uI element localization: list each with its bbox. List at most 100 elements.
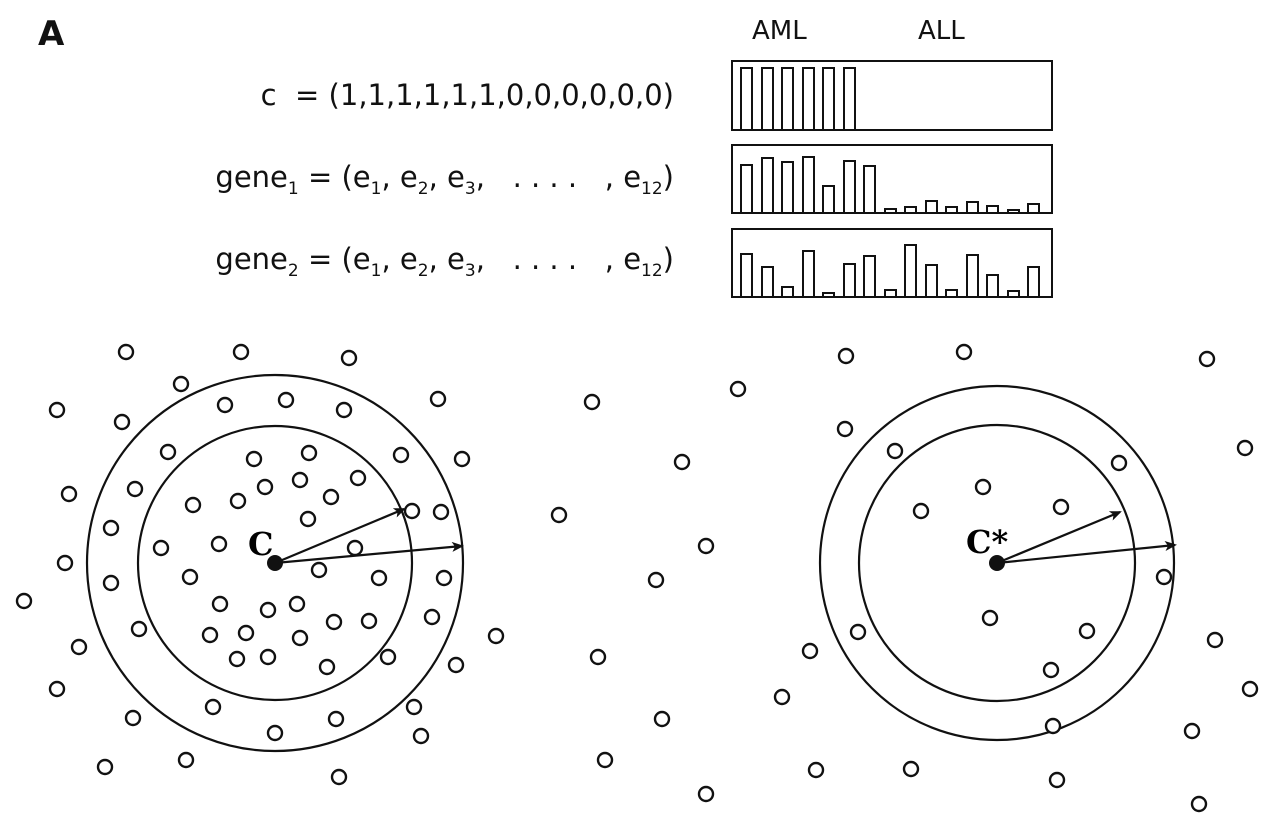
gene-point <box>1198 350 1216 368</box>
gene-point <box>583 393 601 411</box>
outer-radius-arrow <box>274 541 464 565</box>
class-vector-equation: c = (1,1,1,1,1,1,0,0,0,0,0,0) <box>0 78 674 112</box>
gene-point <box>429 390 447 408</box>
gene2-e2: e <box>399 242 418 276</box>
gene-point <box>48 680 66 698</box>
gene2-bar <box>760 266 774 296</box>
gene2-bar <box>822 292 835 296</box>
gene2-e3: e <box>447 242 465 276</box>
gene-point <box>432 503 450 521</box>
gene-point <box>15 592 33 610</box>
class-profile-box <box>731 60 1053 131</box>
gene-point <box>1110 454 1128 472</box>
gene-point <box>550 506 568 524</box>
class-bar <box>822 67 835 129</box>
gene-point <box>349 469 367 487</box>
gene2-bar <box>904 244 917 296</box>
gene-point <box>974 478 992 496</box>
gene1-e12: e <box>623 160 642 194</box>
right-neighborhood: C* <box>818 384 1177 742</box>
gene-point <box>228 650 246 668</box>
gene-point <box>48 401 66 419</box>
gene1-e12-sub: 12 <box>641 178 663 199</box>
gene-point <box>773 688 791 706</box>
gene-point <box>288 595 306 613</box>
gene-point <box>245 450 263 468</box>
gene-point <box>673 453 691 471</box>
gene-point <box>259 648 277 666</box>
gene-point <box>647 571 665 589</box>
gene1-sub: 1 <box>287 178 299 199</box>
gene-point <box>837 347 855 365</box>
gene-point <box>113 413 131 431</box>
gene-point <box>96 758 114 776</box>
left-neighborhood: C <box>85 373 465 753</box>
gene1-bar <box>1027 203 1040 212</box>
gene-point <box>435 569 453 587</box>
gene2-e2-sub: 2 <box>417 260 429 281</box>
gene-point <box>412 727 430 745</box>
gene-points <box>15 343 1259 813</box>
gene-point <box>487 627 505 645</box>
gene2-bar <box>801 250 815 296</box>
gene-point <box>291 471 309 489</box>
gene-point <box>653 710 671 728</box>
gene-point <box>232 343 250 361</box>
gene-point <box>405 698 423 716</box>
gene-point <box>322 488 340 506</box>
gene1-eq: = ( <box>298 160 353 194</box>
gene-point <box>392 446 410 464</box>
gene-point <box>152 539 170 557</box>
gene-point <box>229 492 247 510</box>
gene-point <box>102 574 120 592</box>
gene-point <box>1241 680 1259 698</box>
gene1-bar <box>965 201 979 212</box>
gene2-e12-sub: 12 <box>641 260 663 281</box>
gene-point <box>259 601 277 619</box>
gene-point <box>177 751 195 769</box>
gene-point <box>181 568 199 586</box>
gene-point <box>237 624 255 642</box>
gene2-profile-box <box>731 228 1053 298</box>
gene1-bar <box>883 208 897 212</box>
gene-point <box>697 537 715 555</box>
gene-point <box>335 401 353 419</box>
gene1-bar <box>822 185 835 212</box>
gene-point <box>56 554 74 572</box>
gene-point <box>130 620 148 638</box>
gene-point <box>807 761 825 779</box>
gene-point <box>1044 717 1062 735</box>
gene1-e2: e <box>399 160 418 194</box>
gene2-e1-sub: 1 <box>370 260 382 281</box>
gene1-profile-box <box>731 144 1053 214</box>
gene-point <box>299 510 317 528</box>
gene-point <box>849 623 867 641</box>
gene2-sub: 2 <box>287 260 299 281</box>
inner-radius-arrow <box>274 507 406 565</box>
gene-point <box>360 612 378 630</box>
class-bar <box>801 67 815 129</box>
gene-point <box>981 609 999 627</box>
gene2-e3-sub: 3 <box>464 260 476 281</box>
gene-point <box>370 569 388 587</box>
gene-point <box>60 485 78 503</box>
gene-point <box>102 519 120 537</box>
gene-point <box>204 698 222 716</box>
gene-point <box>1155 568 1173 586</box>
gene2-name: gene <box>215 242 288 276</box>
gene-point <box>1190 795 1208 813</box>
center-point <box>989 555 1005 571</box>
gene-point <box>1078 622 1096 640</box>
gene-point <box>589 648 607 666</box>
gene1-bar <box>904 206 917 212</box>
gene-point <box>1048 771 1066 789</box>
gene2-bar <box>740 253 753 296</box>
gene1-e3-sub: 3 <box>464 178 476 199</box>
gene2-e12: e <box>623 242 642 276</box>
gene2-e1: e <box>352 242 371 276</box>
gene-point <box>126 480 144 498</box>
class-bar <box>740 67 753 129</box>
class-bar <box>842 67 856 129</box>
gene1-bar <box>1006 209 1020 212</box>
